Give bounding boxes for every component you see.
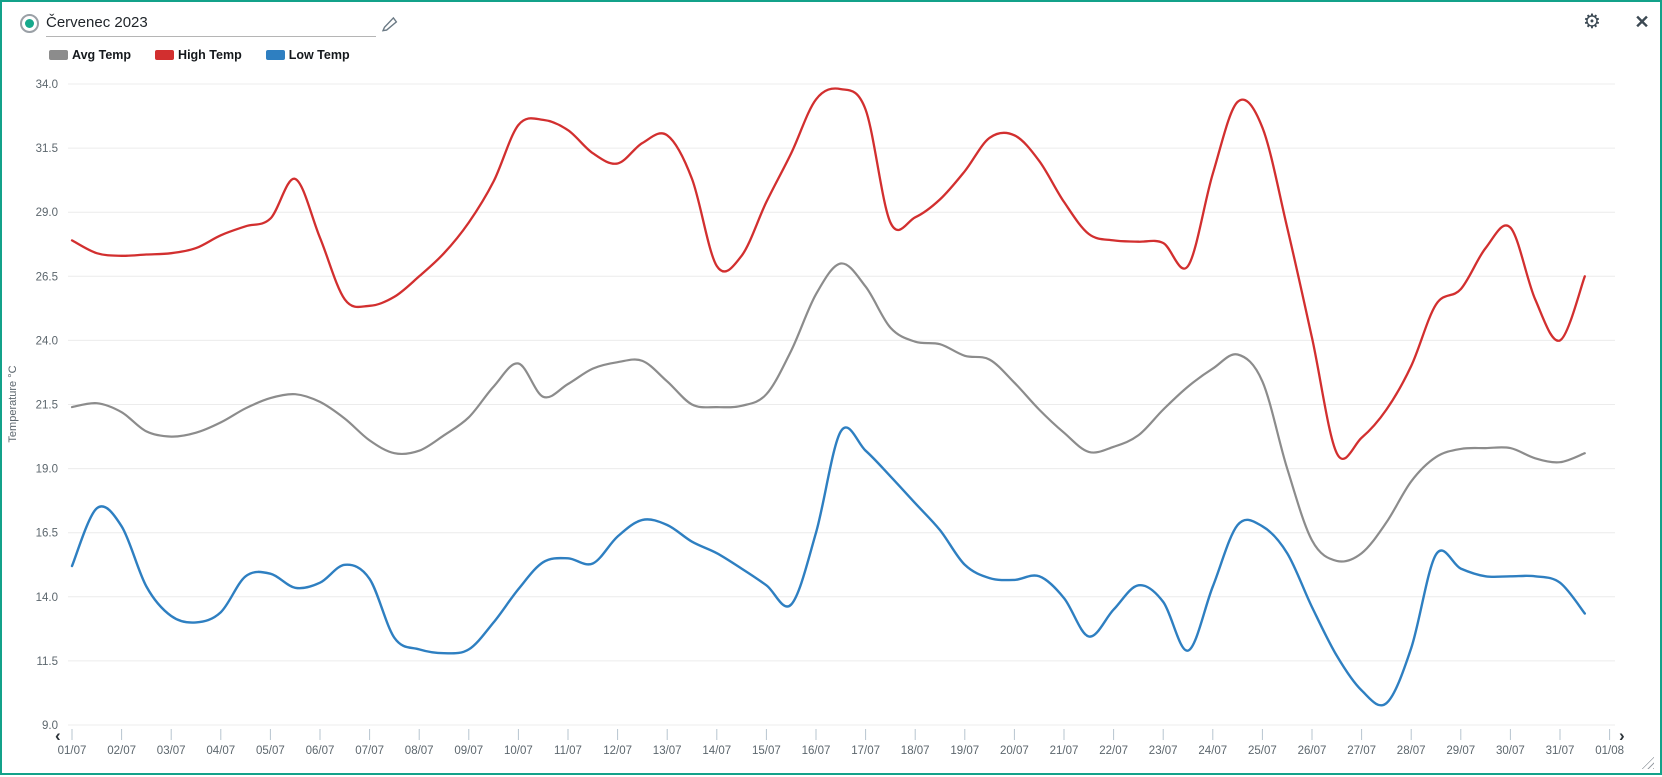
x-tick-label: 18/07 — [901, 745, 930, 757]
x-tick-label: 26/07 — [1298, 745, 1327, 757]
radio-button[interactable] — [20, 14, 39, 33]
legend-swatch — [155, 50, 175, 60]
x-tick-label: 11/07 — [554, 745, 582, 757]
y-tick-label: 16.5 — [36, 528, 58, 540]
y-tick-label: 9.0 — [42, 720, 58, 732]
pencil-icon[interactable] — [381, 15, 399, 35]
y-tick-label: 21.5 — [36, 400, 58, 412]
legend-item-avg-temp[interactable]: Avg Temp — [49, 48, 131, 62]
x-tick-label: 14/07 — [702, 745, 731, 757]
x-tick-label: 20/07 — [1000, 745, 1029, 757]
x-tick-label: 25/07 — [1248, 745, 1277, 757]
x-tick-label: 31/07 — [1546, 745, 1575, 757]
x-tick-label: 29/07 — [1446, 745, 1475, 757]
x-tick-label: 13/07 — [653, 745, 682, 757]
legend: Avg Temp High Temp Low Temp — [49, 47, 374, 63]
legend-label: Low Temp — [288, 48, 350, 62]
x-tick-label: 03/07 — [157, 745, 186, 757]
x-tick-label: 08/07 — [405, 745, 434, 757]
legend-item-low-temp[interactable]: Low Temp — [265, 48, 350, 62]
x-tick-label: 16/07 — [802, 745, 831, 757]
x-tick-label: 22/07 — [1099, 745, 1128, 757]
x-tick-label: 15/07 — [752, 745, 781, 757]
x-tick-label: 05/07 — [256, 745, 285, 757]
y-tick-label: 19.0 — [36, 464, 58, 476]
x-tick-label: 01/07 — [58, 745, 87, 757]
y-tick-label: 31.5 — [36, 143, 58, 155]
page-title: Červenec 2023 — [46, 14, 148, 31]
legend-swatch — [265, 50, 285, 60]
y-axis-title: Temperature °C — [7, 365, 19, 442]
x-tick-label: 19/07 — [950, 745, 979, 757]
gear-icon[interactable]: ⚙ — [1583, 11, 1601, 33]
x-tick-label: 02/07 — [107, 745, 136, 757]
y-tick-label: 26.5 — [36, 271, 58, 283]
x-tick-label: 07/07 — [355, 745, 384, 757]
series-high-temp-line — [70, 87, 1586, 461]
x-tick-label: 27/07 — [1347, 745, 1376, 757]
legend-label: Avg Temp — [72, 48, 132, 62]
y-tick-label: 11.5 — [36, 656, 58, 668]
y-tick-label: 29.0 — [36, 207, 58, 219]
legend-item-high-temp[interactable]: High Temp — [155, 48, 242, 62]
legend-label: High Temp — [178, 48, 242, 62]
x-tick-label: 09/07 — [454, 745, 483, 757]
close-icon[interactable]: ✕ — [1634, 12, 1650, 32]
x-tick-label: 30/07 — [1496, 745, 1525, 757]
chevron-left-icon[interactable]: ‹ — [55, 726, 61, 745]
x-tick-label: 28/07 — [1397, 745, 1426, 757]
radio-dot — [25, 19, 34, 28]
x-tick-label: 06/07 — [306, 745, 335, 757]
title-input[interactable]: Červenec 2023 — [46, 10, 376, 37]
y-tick-label: 24.0 — [36, 335, 58, 347]
y-tick-label: 34.0 — [36, 79, 58, 91]
x-tick-label: 10/07 — [504, 745, 533, 757]
x-tick-label: 23/07 — [1149, 745, 1178, 757]
x-tick-label: 04/07 — [206, 745, 235, 757]
x-tick-label: 01/08 — [1595, 745, 1624, 757]
series-low-temp-line — [70, 426, 1586, 707]
x-tick-label: 24/07 — [1198, 745, 1227, 757]
x-tick-label: 21/07 — [1050, 745, 1079, 757]
x-tick-label: 12/07 — [603, 745, 632, 757]
legend-swatch — [49, 50, 68, 60]
y-tick-label: 14.0 — [36, 592, 58, 604]
x-tick-label: 17/07 — [851, 745, 880, 757]
chevron-right-icon[interactable]: › — [1619, 726, 1625, 745]
series-avg-temp-line — [70, 262, 1586, 563]
